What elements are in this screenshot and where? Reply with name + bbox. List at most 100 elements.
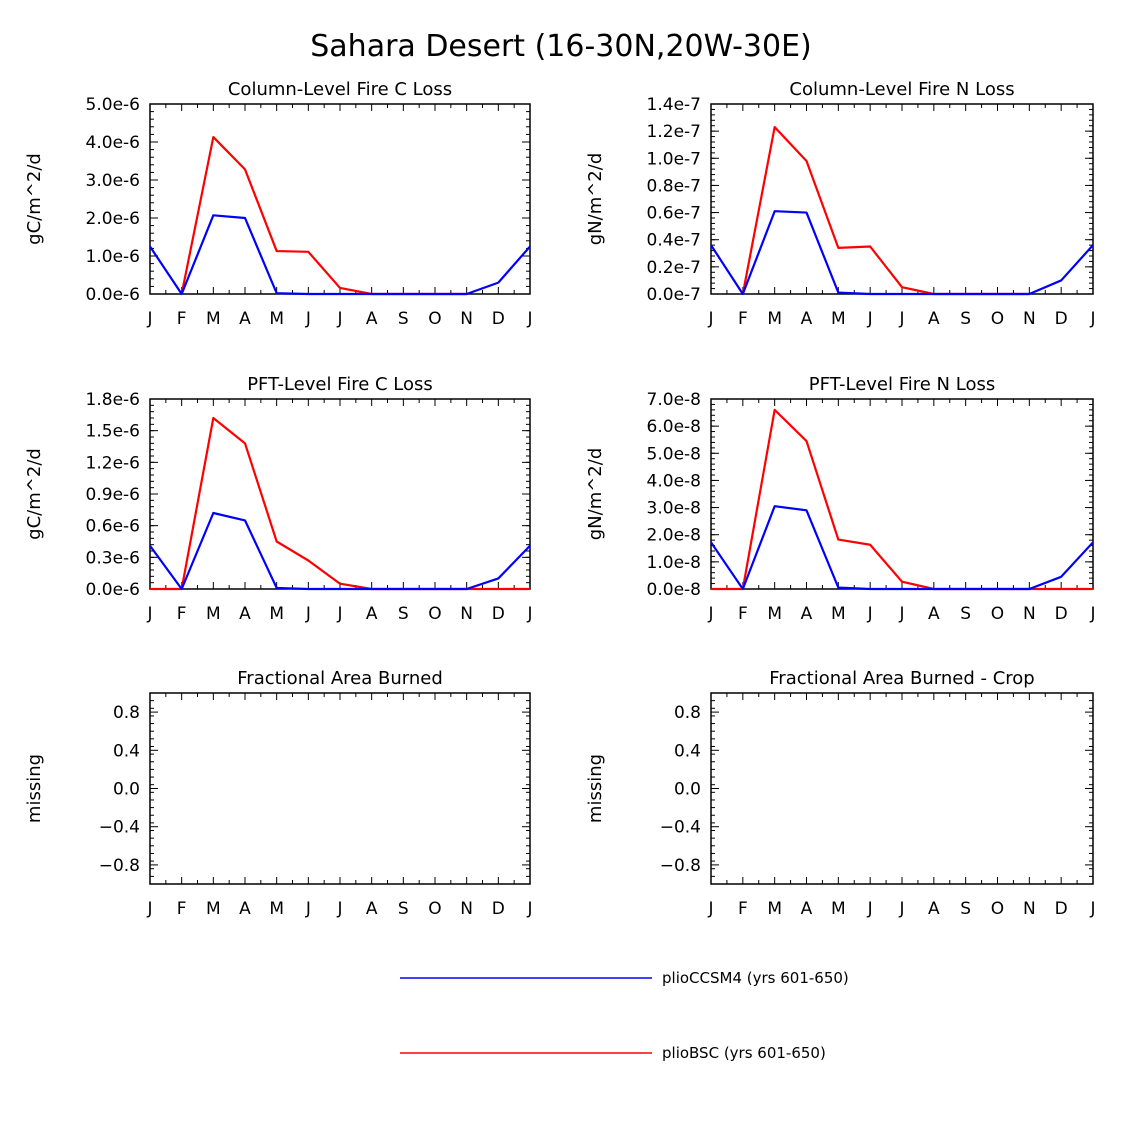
x-tick-label: S (398, 604, 409, 624)
x-tick-label: M (269, 604, 284, 624)
x-tick-label: J (867, 604, 873, 624)
plot-frame (710, 692, 1094, 885)
x-tick-label: A (239, 604, 251, 624)
x-tick-label: J (707, 604, 713, 624)
y-tick-label: 1.0e-6 (86, 247, 140, 267)
x-tick-label: J (1089, 604, 1095, 624)
series-line-plioccsm4 (710, 210, 1094, 296)
panel-title: Column-Level Fire N Loss (789, 79, 1014, 100)
series-line-plioccsm4 (149, 511, 531, 591)
legend-label-ccsm4: plioCCSM4 (yrs 601-650) (662, 969, 849, 987)
x-tick-label: J (707, 899, 713, 919)
x-tick-label: O (991, 309, 1004, 329)
x-tick-label: J (707, 309, 713, 329)
x-tick-label: M (206, 309, 221, 329)
panel-title: Fractional Area Burned (237, 668, 443, 689)
y-tick-label: 3.0e-6 (86, 171, 140, 191)
x-tick-label: D (492, 899, 505, 919)
x-tick-label: A (928, 899, 940, 919)
x-tick-label: M (269, 309, 284, 329)
x-tick-label: A (801, 899, 813, 919)
y-tick-label: −0.8 (99, 856, 140, 876)
y-tick-label: 0.8e-7 (647, 176, 701, 196)
y-tick-label: 0.4 (674, 741, 701, 761)
x-tick-label: J (146, 899, 152, 919)
x-tick-label: M (831, 604, 846, 624)
y-tick-label: 2.0e-6 (86, 209, 140, 229)
y-tick-label: 4.0e-8 (647, 471, 701, 491)
y-axis-label: gC/m^2/d (24, 448, 45, 540)
x-tick-label: A (801, 604, 813, 624)
y-tick-label: 0.8 (674, 703, 701, 723)
x-tick-label: J (305, 899, 311, 919)
x-tick-label: O (991, 604, 1004, 624)
y-axis-label: gN/m^2/d (585, 448, 606, 541)
x-tick-label: M (831, 899, 846, 919)
y-tick-label: 0.3e-6 (86, 548, 140, 568)
x-tick-label: F (177, 899, 187, 919)
y-tick-label: 0.0e-8 (647, 580, 701, 600)
y-tick-label: −0.4 (99, 818, 140, 838)
x-tick-label: F (177, 309, 187, 329)
x-tick-label: A (239, 899, 251, 919)
plot-frame (710, 103, 1094, 295)
x-tick-label: D (1055, 309, 1068, 329)
x-tick-label: J (305, 604, 311, 624)
x-tick-label: N (460, 899, 473, 919)
series-line-pliobsc (741, 125, 1030, 296)
y-axis-label: missing (24, 754, 45, 823)
y-tick-label: 0.0e-6 (86, 580, 140, 600)
y-tick-label: 3.0e-8 (647, 499, 701, 519)
y-tick-label: 0.0 (674, 780, 701, 800)
x-tick-label: A (239, 309, 251, 329)
y-tick-label: 0.6e-6 (86, 517, 140, 537)
y-tick-label: 0.8 (113, 703, 140, 723)
x-tick-label: N (460, 604, 473, 624)
x-tick-label: S (398, 899, 409, 919)
y-tick-label: 7.0e-8 (647, 390, 701, 410)
x-tick-label: N (460, 309, 473, 329)
x-tick-label: A (366, 899, 378, 919)
y-tick-label: 1.0e-7 (647, 149, 701, 169)
x-tick-label: A (928, 309, 940, 329)
x-tick-label: F (738, 604, 748, 624)
y-tick-label: 0.2e-7 (647, 258, 701, 278)
figure-title: Sahara Desert (16-30N,20W-30E) (310, 29, 812, 64)
x-tick-label: M (831, 309, 846, 329)
plot-frame (149, 398, 531, 590)
x-tick-label: M (767, 604, 782, 624)
x-tick-label: A (366, 309, 378, 329)
x-tick-label: S (960, 604, 971, 624)
plot-frame (149, 103, 531, 295)
y-tick-label: 1.5e-6 (86, 422, 140, 442)
x-tick-label: F (738, 309, 748, 329)
plot-frame (710, 398, 1094, 590)
x-tick-label: J (336, 309, 342, 329)
x-tick-label: J (1089, 899, 1095, 919)
y-tick-label: 1.2e-6 (86, 453, 140, 473)
y-tick-label: 5.0e-6 (86, 95, 140, 115)
panel-title: Column-Level Fire C Loss (228, 79, 452, 100)
x-tick-label: A (801, 309, 813, 329)
y-axis-label: gC/m^2/d (24, 153, 45, 245)
y-tick-label: 0.0e-7 (647, 285, 701, 305)
x-tick-label: D (1055, 604, 1068, 624)
series-line-plioccsm4 (149, 214, 531, 296)
y-tick-label: 1.8e-6 (86, 390, 140, 410)
panel-title: Fractional Area Burned - Crop (769, 668, 1034, 689)
x-tick-label: J (1089, 309, 1095, 329)
x-tick-label: J (146, 604, 152, 624)
x-tick-label: N (1023, 899, 1036, 919)
x-tick-label: D (492, 309, 505, 329)
x-tick-label: D (492, 604, 505, 624)
x-tick-label: F (738, 899, 748, 919)
y-tick-label: 1.2e-7 (647, 122, 701, 142)
x-tick-label: M (767, 309, 782, 329)
x-tick-label: A (366, 604, 378, 624)
